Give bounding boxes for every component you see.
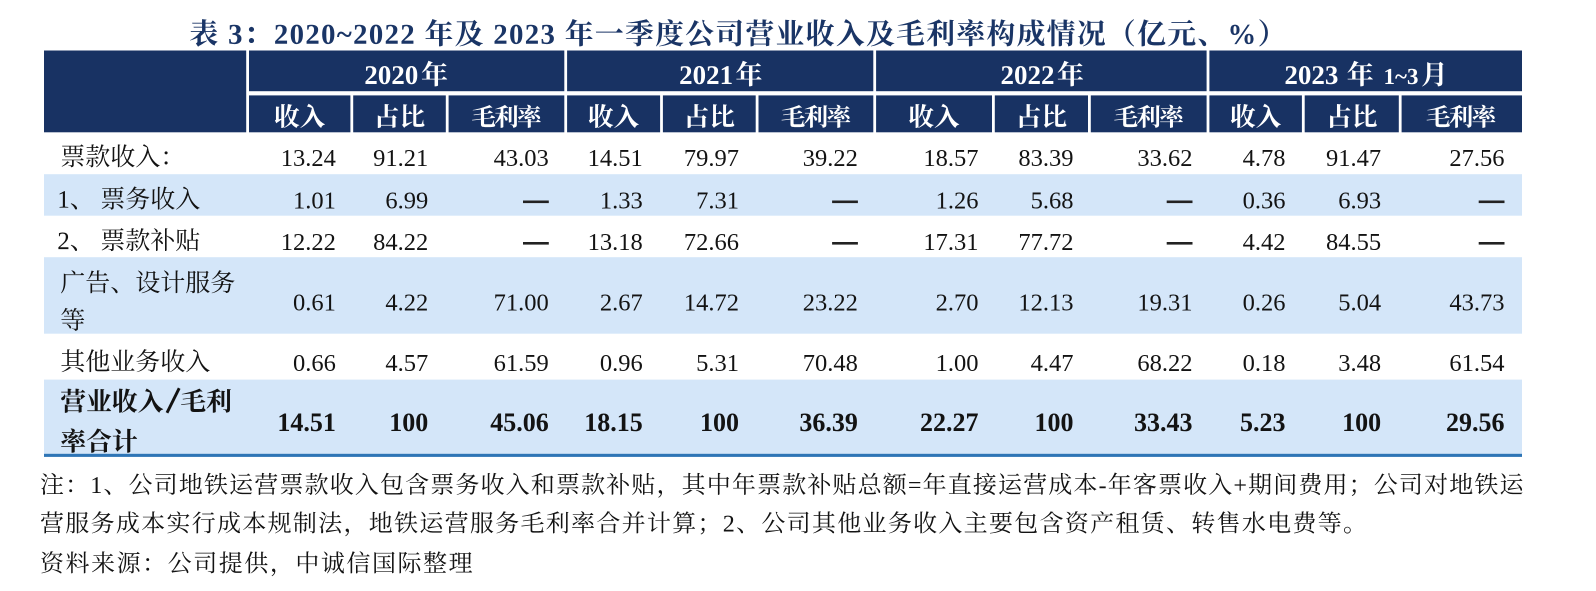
svg-text:33.62: 33.62	[1137, 145, 1192, 172]
svg-text:4.78: 4.78	[1243, 145, 1286, 172]
svg-text:61.54: 61.54	[1449, 350, 1504, 377]
svg-text:91.47: 91.47	[1326, 145, 1381, 172]
svg-text:36.39: 36.39	[799, 408, 858, 437]
svg-text:83.39: 83.39	[1018, 145, 1073, 172]
svg-text:1.26: 1.26	[936, 187, 979, 214]
svg-text:5.31: 5.31	[696, 350, 739, 377]
svg-text:12.22: 12.22	[281, 229, 336, 256]
svg-text:17.31: 17.31	[923, 229, 978, 256]
svg-text:0.66: 0.66	[293, 350, 336, 377]
svg-text:19.31: 19.31	[1137, 290, 1192, 317]
svg-text:3.48: 3.48	[1338, 350, 1381, 377]
svg-text:61.59: 61.59	[494, 350, 549, 377]
svg-text:84.55: 84.55	[1326, 229, 1381, 256]
svg-text:100: 100	[389, 408, 428, 437]
svg-text:43.03: 43.03	[494, 145, 549, 172]
svg-text:5.04: 5.04	[1338, 290, 1381, 317]
svg-text:1.01: 1.01	[293, 187, 336, 214]
svg-text:2.70: 2.70	[936, 290, 979, 317]
svg-text:1.33: 1.33	[600, 187, 643, 214]
svg-text:4.42: 4.42	[1243, 229, 1286, 256]
svg-text:6.99: 6.99	[385, 187, 428, 214]
svg-text:33.43: 33.43	[1134, 408, 1193, 437]
svg-text:100: 100	[700, 408, 739, 437]
svg-text:100: 100	[1342, 408, 1381, 437]
svg-text:14.51: 14.51	[588, 145, 643, 172]
svg-text:4.47: 4.47	[1031, 350, 1074, 377]
svg-text:5.68: 5.68	[1031, 187, 1074, 214]
svg-text:6.93: 6.93	[1338, 187, 1381, 214]
svg-text:79.97: 79.97	[684, 145, 739, 172]
svg-text:0.96: 0.96	[600, 350, 643, 377]
svg-text:23.22: 23.22	[803, 290, 858, 317]
svg-text:0.18: 0.18	[1243, 350, 1286, 377]
svg-text:18.57: 18.57	[923, 145, 978, 172]
svg-text:2.67: 2.67	[600, 290, 643, 317]
svg-text:22.27: 22.27	[920, 408, 979, 437]
svg-text:12.13: 12.13	[1018, 290, 1073, 317]
svg-text:43.73: 43.73	[1449, 290, 1504, 317]
svg-text:13.18: 13.18	[588, 229, 643, 256]
svg-text:5.23: 5.23	[1240, 408, 1286, 437]
svg-text:4.22: 4.22	[385, 290, 428, 317]
svg-text:77.72: 77.72	[1018, 229, 1073, 256]
svg-text:68.22: 68.22	[1137, 350, 1192, 377]
svg-text:0.36: 0.36	[1243, 187, 1286, 214]
svg-text:0.26: 0.26	[1243, 290, 1286, 317]
svg-text:91.21: 91.21	[373, 145, 428, 172]
svg-text:13.24: 13.24	[281, 145, 336, 172]
svg-text:0.61: 0.61	[293, 290, 336, 317]
svg-text:18.15: 18.15	[584, 408, 643, 437]
svg-text:100: 100	[1035, 408, 1074, 437]
svg-text:14.51: 14.51	[277, 408, 336, 437]
svg-text:72.66: 72.66	[684, 229, 739, 256]
svg-text:39.22: 39.22	[803, 145, 858, 172]
svg-text:27.56: 27.56	[1449, 145, 1504, 172]
svg-text:29.56: 29.56	[1446, 408, 1505, 437]
svg-text:84.22: 84.22	[373, 229, 428, 256]
svg-text:7.31: 7.31	[696, 187, 739, 214]
svg-text:71.00: 71.00	[494, 290, 549, 317]
svg-text:14.72: 14.72	[684, 290, 739, 317]
svg-text:4.57: 4.57	[385, 350, 428, 377]
svg-text:45.06: 45.06	[490, 408, 549, 437]
svg-text:70.48: 70.48	[803, 350, 858, 377]
svg-text:1.00: 1.00	[936, 350, 979, 377]
